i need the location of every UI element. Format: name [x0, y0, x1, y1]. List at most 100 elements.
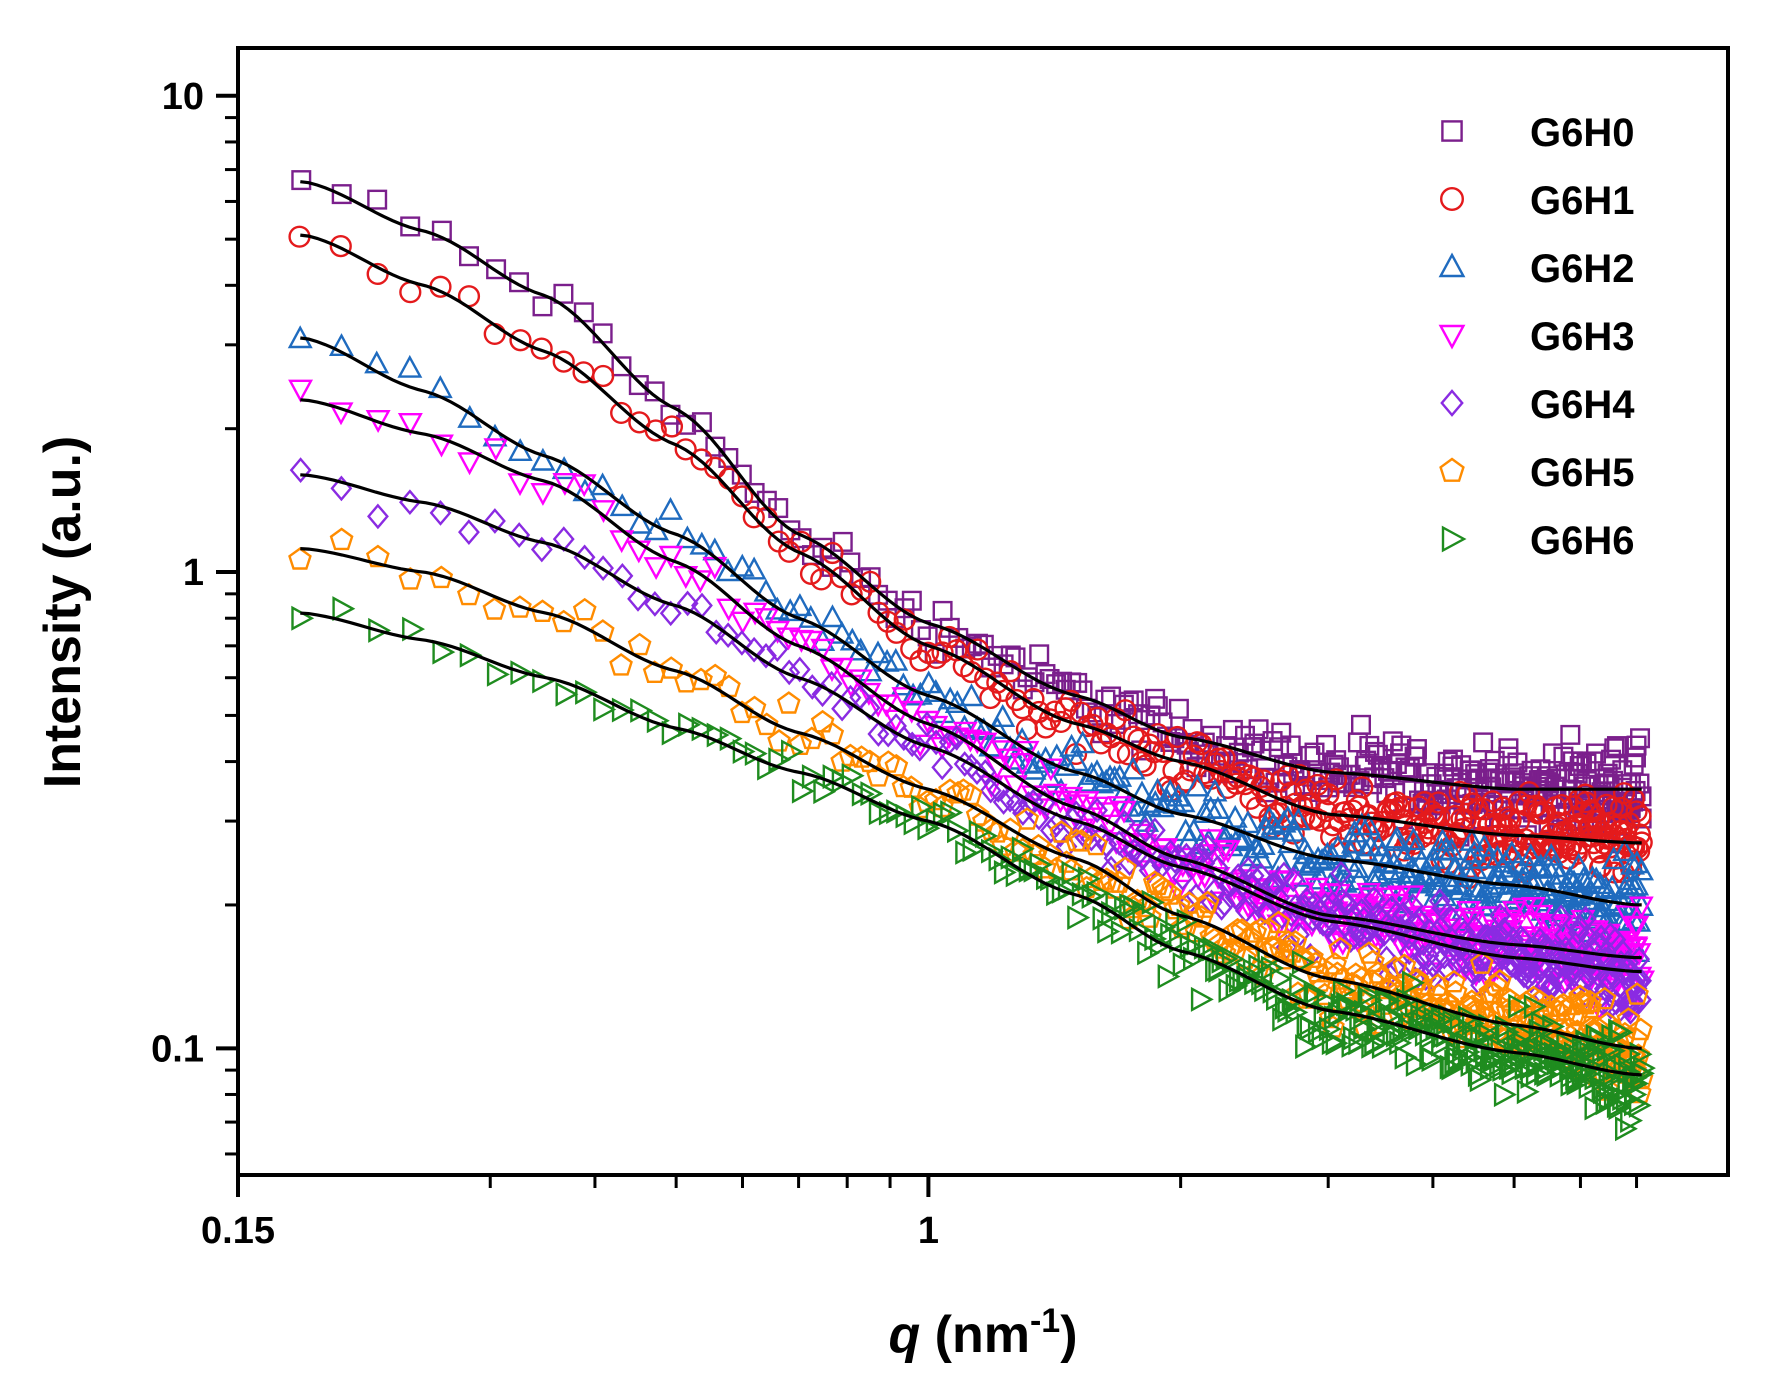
data-point [1574, 905, 1597, 932]
data-point [1331, 888, 1354, 914]
plot-area [287, 170, 1656, 1142]
data-point [1556, 1031, 1580, 1057]
data-point [1110, 919, 1134, 945]
data-point [1349, 1006, 1373, 1032]
data-point [1103, 845, 1126, 871]
data-point [1171, 864, 1194, 891]
data-point [883, 647, 909, 671]
data-point [1216, 736, 1237, 757]
y-tick-label: 1 [183, 552, 204, 594]
data-point [776, 691, 801, 714]
data-point [551, 609, 576, 633]
series-G6H3 [288, 379, 1656, 1023]
data-point [1193, 895, 1218, 918]
data-point [1141, 889, 1165, 915]
data-point [742, 506, 765, 529]
data-point [428, 434, 454, 458]
data-point [1438, 837, 1464, 861]
data-point [1394, 1044, 1418, 1070]
data-point [1215, 840, 1241, 864]
fit-line [300, 398, 1642, 960]
data-point [788, 732, 813, 755]
data-point [867, 721, 890, 747]
data-point [1262, 978, 1286, 1004]
data-point [1597, 763, 1618, 784]
y-axis-title: Intensity (a.u.) [34, 436, 92, 788]
data-point [676, 590, 699, 617]
data-point [628, 375, 649, 396]
data-point [1328, 936, 1353, 960]
legend-label: G6H0 [1530, 111, 1635, 155]
data-point [1437, 956, 1459, 983]
fit-line [300, 611, 1642, 1077]
data-point [1616, 1007, 1641, 1030]
data-point [1367, 1009, 1391, 1035]
fit-lines-layer [300, 180, 1642, 1077]
data-point [884, 753, 909, 777]
data-point [397, 354, 423, 378]
y-tick-label: 10 [162, 76, 204, 118]
data-point [483, 438, 509, 462]
data-point [1231, 826, 1257, 850]
axis-ticks: 0.15 1 0.1 1 10 [151, 76, 1639, 1252]
data-point [1624, 915, 1650, 939]
data-point [510, 660, 534, 686]
fit-line [300, 336, 1642, 907]
data-point [1493, 1082, 1517, 1108]
data-point [1388, 989, 1412, 1015]
data-point [894, 598, 915, 619]
data-point [741, 556, 767, 580]
fit-line [300, 547, 1642, 1050]
legend-label: G6H3 [1530, 315, 1635, 359]
data-point [1373, 849, 1399, 873]
data-point [1571, 1036, 1595, 1062]
data-point [1359, 987, 1384, 1013]
data-point [1067, 672, 1088, 693]
data-point [732, 739, 756, 765]
data-point [1587, 871, 1613, 895]
legend-label: G6H4 [1530, 383, 1635, 427]
data-point [1565, 842, 1588, 865]
data-point [1134, 817, 1157, 844]
data-point [1277, 998, 1301, 1024]
data-point [1341, 799, 1364, 822]
data-point [1190, 986, 1214, 1012]
data-point [1383, 955, 1408, 979]
data-point [1425, 973, 1450, 996]
data-point [1353, 1015, 1377, 1041]
data-point [1606, 736, 1627, 757]
data-point [1569, 756, 1590, 777]
data-point [1075, 824, 1097, 851]
data-point [1523, 994, 1547, 1020]
data-point [1305, 984, 1329, 1010]
data-point [1474, 1021, 1498, 1047]
data-point [1542, 743, 1563, 764]
data-point [821, 541, 844, 565]
data-point [731, 464, 752, 485]
data-point [1152, 740, 1175, 764]
data-point [509, 272, 530, 293]
data-point [1222, 719, 1243, 740]
data-point [367, 189, 388, 210]
data-point [932, 600, 953, 621]
data-point [1501, 1060, 1525, 1086]
data-point [1336, 891, 1359, 917]
data-point [660, 415, 684, 438]
data-point [1192, 866, 1218, 890]
data-point [1626, 735, 1647, 756]
data-point [1129, 780, 1155, 804]
data-point [1425, 943, 1447, 970]
x-tick-label: 0.15 [201, 1210, 275, 1252]
data-point [981, 838, 1004, 864]
data-point [1566, 1070, 1590, 1096]
data-point [1101, 900, 1125, 926]
data-point [1023, 857, 1047, 883]
data-point [768, 747, 792, 773]
data-point [687, 570, 713, 594]
data-point [810, 638, 836, 662]
data-point [953, 751, 976, 777]
data-point [1348, 1030, 1372, 1056]
data-point [766, 636, 789, 662]
data-point [799, 562, 823, 585]
data-point [508, 522, 531, 548]
